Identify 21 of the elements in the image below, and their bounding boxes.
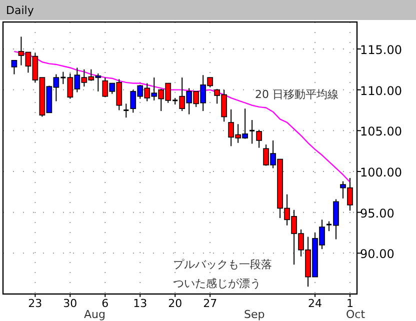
y-tick-label: 95.00 <box>360 206 394 220</box>
text: Aug <box>84 308 106 321</box>
y-tick-label: 110.00 <box>360 84 402 98</box>
x-tick-label: 30 <box>63 297 78 310</box>
x-tick-label: 27 <box>203 297 218 310</box>
x-tick-label: 13 <box>133 297 148 310</box>
annotation: ついた感じが漂う <box>173 277 261 290</box>
x-tick-label: 6 <box>102 297 109 310</box>
y-tick-label: 100.00 <box>360 165 402 180</box>
chart-title: Daily <box>6 4 34 17</box>
x-tick-label: 23 <box>28 297 42 310</box>
y-tick-label: 115.00 <box>360 42 402 57</box>
x-tick-label: 20 <box>168 297 182 310</box>
series-label: 20 日移動平均線 <box>255 88 338 101</box>
x-tick-label: 24 <box>308 297 322 310</box>
x-tick-label: 1 <box>346 297 354 310</box>
y-tick-label: 105.00 <box>360 124 402 139</box>
text: Oct <box>346 308 366 321</box>
y-tick-label: 90.00 <box>360 247 394 262</box>
annotation: プルバックも一段落 <box>173 258 272 271</box>
text: Sep <box>244 308 265 321</box>
